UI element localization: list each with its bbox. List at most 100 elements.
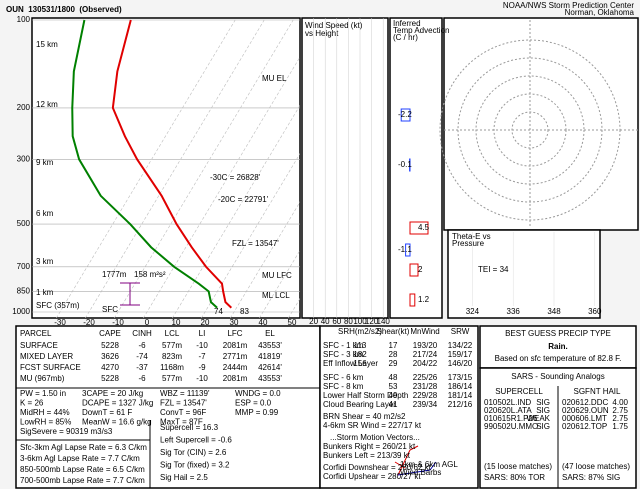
precip-type: Rain. <box>548 342 568 351</box>
pressure-label: 300 <box>17 154 31 163</box>
kin-cell: 239/34 <box>413 400 438 409</box>
advection-label: -0.1 <box>398 160 412 169</box>
isotherm <box>114 19 294 318</box>
index-cell: SigSevere = 90319 m3/s3 <box>20 427 113 436</box>
kin-header: SRH(m2/s2) <box>338 327 382 336</box>
hodograph-rings <box>439 20 638 228</box>
parcel-cell: -6 <box>138 341 146 350</box>
kin-cell: 48 <box>389 373 398 382</box>
kin-header: MnWind <box>410 327 439 336</box>
wind-tick-label: 140 <box>377 317 391 326</box>
skewt-frame <box>31 17 301 319</box>
parcel-cell: 41819' <box>258 352 282 361</box>
sars-match: 010502L.IND <box>484 398 531 407</box>
parcel-cell: 2081m <box>223 341 248 350</box>
advection-bar <box>400 108 411 122</box>
precip-note: Based on sfc temperature of 82.8 F. <box>495 354 622 363</box>
height-label: 3 km <box>36 257 54 266</box>
index-cell: FZL = 13547' <box>160 399 207 408</box>
temp-label: -30 <box>54 318 66 327</box>
parcel-cell: 42614' <box>258 363 282 372</box>
kin-cell: 159/17 <box>448 350 473 359</box>
annotation: -20C = 22791' <box>218 195 269 204</box>
kin-cell: 231/28 <box>413 382 438 391</box>
parcel-header: EL <box>265 329 275 338</box>
parcel-cell: 4270 <box>101 363 119 372</box>
index-cell: DownT = 61 F <box>82 408 132 417</box>
parcel-cell: -10 <box>196 341 208 350</box>
kin-cell: 28 <box>389 350 398 359</box>
advection-label: -2.2 <box>398 110 412 119</box>
kin-cell: SFC - 3 km <box>323 350 364 359</box>
barbs-label: Wind Barbs <box>400 468 441 477</box>
annotation: 74 <box>214 307 223 316</box>
index-cell: DCAPE = 1327 J/kg <box>82 399 153 408</box>
tei: TEI = 34 <box>478 265 509 274</box>
kin-cell: 41 <box>389 400 398 409</box>
index-cell: K = 26 <box>20 399 44 408</box>
precip-title: BEST GUESS PRECIP TYPE <box>505 329 611 338</box>
theta-tick-label: 336 <box>507 307 521 316</box>
panel-title: Theta-E vs <box>452 232 491 241</box>
theta-tick-label: 324 <box>466 307 480 316</box>
kin-extra: BRN Shear = 40 m2/s2 <box>323 412 406 421</box>
kin-cell: 186/14 <box>448 382 473 391</box>
pressure-label: 850 <box>17 286 31 295</box>
temp-label: -10 <box>112 318 124 327</box>
wind-barbs-icon <box>394 445 437 476</box>
advection-bar <box>409 293 416 307</box>
parcel-cell: -6 <box>138 374 146 383</box>
kin-cell: 181/14 <box>448 391 473 400</box>
annotation: MU LFC <box>262 271 292 280</box>
temp-label: 50 <box>288 318 297 327</box>
sars-match: 020629.OUN <box>562 406 609 415</box>
wind-tick-label: 120 <box>365 317 379 326</box>
kin-cell: 225/26 <box>413 373 438 382</box>
advection-bar <box>405 243 411 257</box>
sars-loose: (15 loose matches) <box>484 462 552 471</box>
kin-cell: SFC - 8 km <box>323 382 364 391</box>
sars-match-value: 4.00 <box>612 398 628 407</box>
title: OUN 130531/1800 (Observed) <box>6 5 122 14</box>
kin-cell: 193/20 <box>413 341 438 350</box>
parcel-cell: 2081m <box>223 374 248 383</box>
annotation: -30C = 26828' <box>210 173 261 182</box>
isotherm <box>172 104 300 318</box>
composite-index: Sig Hail = 2.5 <box>160 473 208 482</box>
index-cell: PW = 1.50 in <box>20 389 66 398</box>
parcel-header: LFC <box>227 329 242 338</box>
parcel-cell: -74 <box>136 352 148 361</box>
sars-match: 010615R1.P26 <box>484 414 538 423</box>
thermo-panel <box>15 325 321 489</box>
parcel-cell: 43553' <box>258 341 282 350</box>
kin-header: SRW <box>451 327 470 336</box>
parcel-header: CINH <box>132 329 152 338</box>
parcel-cell: 5228 <box>101 341 119 350</box>
sars-match: 020612.TOP <box>562 422 607 431</box>
kin-cell: 146/20 <box>448 359 473 368</box>
lapse-rate: 850-500mb Lapse Rate = 6.5 C/km <box>20 465 145 474</box>
kin-cell: 217/24 <box>413 350 438 359</box>
lapse-rate: 700-500mb Lapse Rate = 7.7 C/km <box>20 476 145 485</box>
kin-cell: 204/22 <box>413 359 438 368</box>
index-cell: MeanW = 16.6 g/kg <box>82 418 152 427</box>
theta-tick-label: 348 <box>547 307 561 316</box>
parcel-header: LI <box>199 329 206 338</box>
kin-extra: ...Storm Motion Vectors... <box>330 433 420 442</box>
kin-cell: 113 <box>354 341 367 350</box>
hodograph-frame <box>443 17 639 231</box>
kin-extra: Corfidi Downshear = 260/62 kt <box>323 463 432 472</box>
annotation: 1777m <box>102 270 127 279</box>
advection-label: 2 <box>418 265 423 274</box>
index-cell: MMP = 0.99 <box>235 408 279 417</box>
index-cell: WNDG = 0.0 <box>235 389 281 398</box>
parcel-cell: 823m <box>162 352 182 361</box>
panel-title: Temp Advection <box>393 26 449 35</box>
kin-cell: 229/28 <box>413 391 438 400</box>
pressure-label: 100 <box>17 15 31 24</box>
kinematic-panel <box>319 325 479 489</box>
sars-match-value: SIG <box>536 398 550 407</box>
index-cell: LowRH = 85% <box>20 418 71 427</box>
sars-title: SARS - Sounding Analogs <box>511 372 604 381</box>
